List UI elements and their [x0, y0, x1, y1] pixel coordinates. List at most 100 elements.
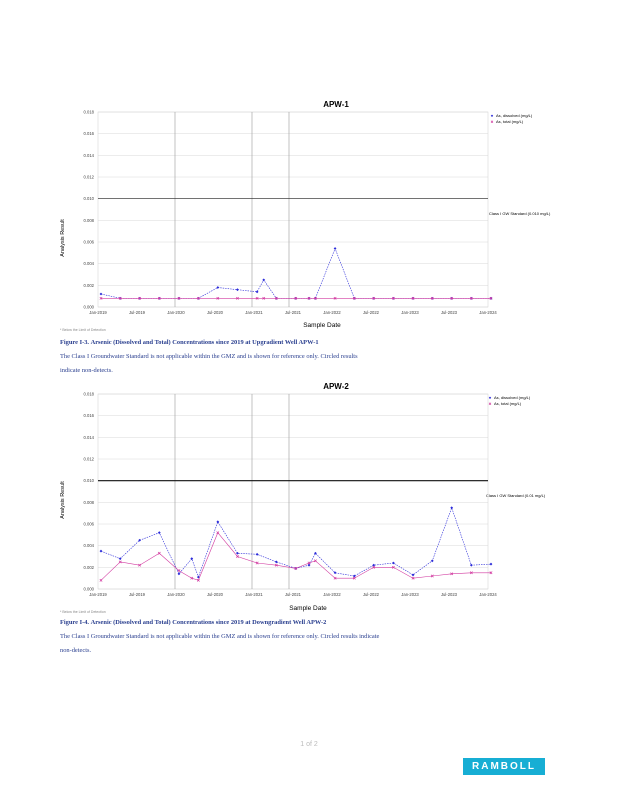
data-point-total: [430, 296, 434, 300]
data-point-dissolved: [372, 563, 376, 567]
x-axis-label: Sample Date: [303, 322, 341, 329]
data-point-dissolved: [450, 506, 454, 510]
data-point-dissolved: [255, 552, 259, 556]
y-tick-label: 0.008: [84, 500, 95, 505]
legend-marker-dissolved: [488, 396, 492, 399]
data-point-total: [333, 576, 337, 580]
caption-title: Arsenic (Dissolved and Total) Concentrat…: [90, 619, 327, 626]
x-tick-label: Jan-2021: [245, 310, 263, 315]
x-axis-label: Sample Date: [289, 605, 327, 612]
data-point-total: [469, 296, 473, 300]
data-point-dissolved: [138, 538, 142, 542]
x-tick-label: Jan-2023: [401, 592, 419, 597]
chart-apw-1-svg: APW-1 Analysis Result Sample Date * Belo…: [60, 100, 551, 332]
data-point-total: [313, 559, 317, 563]
data-point-total: [450, 296, 454, 300]
y-tick-label: 0.012: [84, 457, 95, 462]
data-point-total: [391, 565, 395, 569]
data-point-total: [118, 296, 122, 300]
series-line-dissolved: [100, 506, 492, 578]
data-point-total: [99, 296, 103, 300]
data-point-total: [157, 296, 161, 300]
y-tick-label: 0.002: [84, 283, 95, 288]
data-point-dissolved: [236, 551, 239, 555]
data-point-total: [118, 560, 122, 564]
x-tick-label: Jul-2019: [129, 592, 146, 597]
data-point-dissolved: [469, 563, 473, 567]
data-point-total: [216, 531, 220, 535]
data-point-total: [196, 296, 200, 300]
data-point-dissolved: [196, 575, 200, 579]
page-number: 1 of 2: [300, 741, 318, 748]
data-point-total: [157, 551, 161, 555]
data-point-total: [236, 296, 239, 300]
series-line-dissolved: [100, 247, 491, 299]
x-tick-label: Jul-2020: [207, 592, 224, 597]
data-point-dissolved: [236, 288, 239, 292]
x-tick-label: Jul-2023: [441, 310, 458, 315]
y-tick-label: 0.008: [84, 218, 95, 223]
data-point-dissolved: [99, 549, 103, 553]
caption-label: Figure I-3.: [60, 339, 89, 346]
data-point-dissolved: [255, 290, 259, 294]
y-tick-label: 0.010: [84, 478, 95, 483]
data-point-total: [307, 561, 311, 565]
y-axis-label: Analysis Result: [60, 219, 66, 257]
x-tick-label: Jul-2022: [363, 310, 380, 315]
y-tick-label: 0.014: [84, 153, 95, 158]
data-point-total: [307, 296, 311, 300]
data-point-dissolved: [99, 292, 103, 296]
x-tick-label: Jan-2024: [479, 592, 497, 597]
x-tick-label: Jul-2023: [441, 592, 458, 597]
data-point-dissolved: [190, 557, 194, 561]
y-tick-label: 0.004: [84, 261, 95, 266]
y-tick-label: 0.014: [84, 435, 95, 440]
legend-dissolved: As, dissolved (mg/L): [496, 113, 533, 118]
data-point-total: [294, 296, 298, 300]
data-point-total: [372, 565, 376, 569]
data-point-dissolved: [352, 574, 356, 578]
y-tick-label: 0.006: [84, 240, 95, 245]
caption-title: Arsenic (Dissolved and Total) Concentrat…: [90, 339, 319, 346]
x-tick-label: Jan-2024: [479, 310, 497, 315]
chart-footnote: * Below the Limit of Detection: [60, 328, 106, 332]
data-point-total: [352, 296, 356, 300]
plot-area: [97, 111, 489, 308]
chart-apw-2-svg: APW-2 Analysis Result Sample Date * Belo…: [60, 382, 546, 614]
caption-text: The Class I Groundwater Standard is not …: [60, 633, 380, 640]
legend-total: As, total (mg/L): [496, 119, 524, 124]
data-point-dissolved: [489, 562, 493, 566]
data-point-dissolved: [391, 561, 395, 565]
data-point-total: [372, 296, 376, 300]
y-tick-label: 0.018: [84, 392, 95, 397]
data-point-total: [138, 296, 142, 300]
ramboll-logo: RAMBOLL: [463, 758, 545, 775]
y-tick-label: 0.006: [84, 522, 95, 527]
chart-apw-1: APW-1 Analysis Result Sample Date * Belo…: [56, 98, 576, 334]
data-point-total: [430, 574, 434, 578]
x-tick-label: Jan-2020: [167, 592, 185, 597]
data-point-dissolved: [274, 560, 278, 564]
chart-title: APW-2: [323, 382, 349, 391]
data-point-total: [262, 296, 266, 300]
caption-text-cont: non-detects.: [60, 647, 92, 654]
data-point-total: [391, 296, 395, 300]
data-point-total: [333, 296, 337, 300]
x-tick-label: Jul-2022: [363, 592, 380, 597]
data-point-total: [274, 296, 278, 300]
caption-text: The Class I Groundwater Standard is not …: [60, 353, 358, 360]
data-point-total: [255, 561, 259, 565]
figure-caption-1: Figure I-3. Arsenic (Dissolved and Total…: [60, 336, 520, 378]
plot-area: [97, 393, 489, 590]
series-line-total: [100, 532, 491, 581]
y-tick-label: 0.002: [84, 565, 95, 570]
data-point-dissolved: [333, 247, 337, 250]
data-point-total: [236, 555, 239, 558]
chart-title: APW-1: [323, 100, 349, 109]
data-point-dissolved: [430, 559, 434, 563]
y-axis-label: Analysis Result: [60, 481, 66, 519]
x-tick-label: Jul-2019: [129, 310, 146, 315]
legend-dissolved: As, dissolved (mg/L): [494, 395, 531, 400]
y-tick-label: 0.010: [84, 196, 95, 201]
y-tick-label: 0.000: [84, 305, 95, 310]
